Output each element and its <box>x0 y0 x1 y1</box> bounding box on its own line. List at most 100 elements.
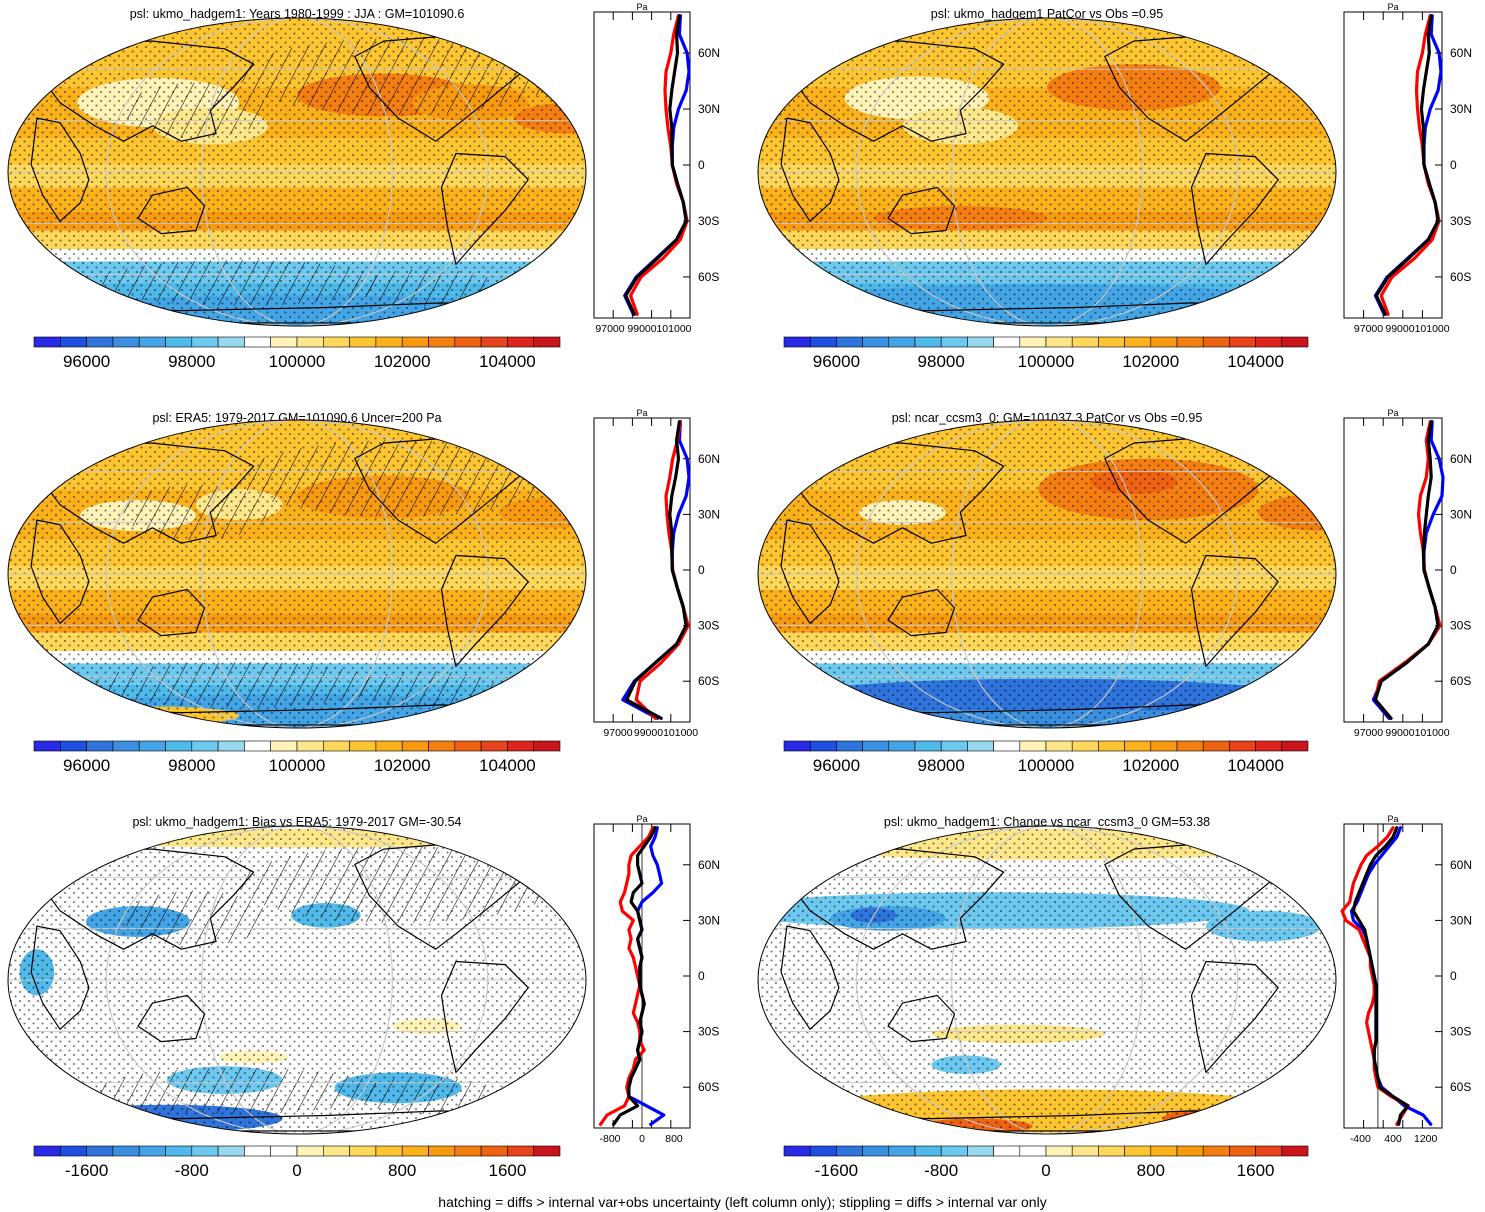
colorbar-swatch <box>507 1145 534 1157</box>
colorbar-swatch <box>783 1145 811 1157</box>
colorbar-swatch <box>1255 1145 1283 1157</box>
profile-series-line <box>1379 14 1441 316</box>
coastline <box>780 925 840 1030</box>
colorbar-swatch <box>862 1145 890 1157</box>
colorbar-tick-label: 100000 <box>269 756 326 775</box>
profile-series-line <box>624 14 688 316</box>
colorbar-swatch <box>507 336 534 348</box>
colorbar-tick-label: 98000 <box>918 352 965 371</box>
coastline <box>137 994 206 1043</box>
coastline <box>1190 554 1279 668</box>
coastline <box>1190 960 1279 1074</box>
map-field <box>758 420 1336 728</box>
profile-y-tick-label: 60S <box>1450 674 1471 688</box>
colorbar-swatch <box>375 740 403 752</box>
colorbar-swatch <box>888 740 916 752</box>
colorbar-swatch <box>217 740 245 752</box>
graticule-meridian <box>105 420 489 728</box>
profile-series-line <box>598 826 655 1126</box>
colorbar-swatch <box>1045 740 1073 752</box>
profile-series-line <box>627 826 666 1126</box>
colorbar-swatch <box>836 1145 863 1157</box>
colorbar-swatch <box>1071 336 1099 348</box>
graticule-meridian <box>951 826 1143 1134</box>
coastline <box>137 186 206 235</box>
colorbar-swatch <box>1229 336 1256 348</box>
colorbar-swatch <box>1281 336 1309 348</box>
chart-panel-4: psl: ncar_ccsm3_0: GM=101037.3 PatCor vs… <box>757 408 1472 775</box>
profile-series-line <box>612 826 657 1126</box>
colorbar-swatch <box>836 336 863 348</box>
profile-x-tick-label: 99000 <box>627 323 656 335</box>
colorbar-swatch <box>165 336 193 348</box>
profile-y-tick-label: 60S <box>698 1080 719 1094</box>
colorbar-swatch <box>244 740 271 752</box>
profile-series-line <box>625 420 688 720</box>
hatching <box>123 890 269 947</box>
colorbar-swatch <box>322 1145 350 1157</box>
profile-series-line <box>1371 420 1445 720</box>
colorbar-swatch <box>33 336 61 348</box>
colorbar-swatch <box>1098 740 1125 752</box>
colorbar-swatch <box>967 336 994 348</box>
profile-x-tick-label: -400 <box>1350 1133 1371 1145</box>
profile-y-tick-label: 60S <box>1450 1080 1471 1094</box>
colorbar-tick-label: 800 <box>1137 1161 1165 1180</box>
profile-y-tick-label: 30S <box>698 214 719 228</box>
profile-y-tick-label: 30N <box>1450 507 1472 521</box>
colorbar-swatch <box>1019 1145 1047 1157</box>
colorbar-swatch <box>1124 336 1152 348</box>
colorbar-swatch <box>836 740 863 752</box>
colorbar-swatch <box>967 740 994 752</box>
colorbar-swatch <box>1255 336 1283 348</box>
profile-x-tick-label: 99000101000 <box>1385 323 1449 335</box>
panel-title: psl: ukmo_hadgem1: Change vs ncar_ccsm3_… <box>884 815 1210 829</box>
panel-title: psl: ukmo_hadgem1: Years 1980-1999 : JJA… <box>130 7 465 21</box>
profile-y-tick-label: 60N <box>1450 452 1472 466</box>
coastline <box>30 925 90 1030</box>
colorbar-tick-label: -800 <box>175 1161 209 1180</box>
profile-series-line <box>628 14 689 316</box>
colorbar-swatch <box>322 336 350 348</box>
profile-y-tick-label: 0 <box>1450 969 1457 983</box>
colorbar-swatch <box>507 740 534 752</box>
panel-title: psl: ukmo_hadgem1: Bias vs ERA5: 1979-20… <box>132 815 461 829</box>
colorbar-tick-label: 102000 <box>1122 352 1179 371</box>
profile-series-line <box>621 420 691 720</box>
colorbar-swatch <box>59 1145 87 1157</box>
coastline <box>887 588 956 637</box>
colorbar-swatch <box>217 336 245 348</box>
map-outline <box>757 825 1337 1135</box>
colorbar-swatch <box>428 1145 456 1157</box>
colorbar-tick-label: 96000 <box>63 352 110 371</box>
colorbar-swatch <box>33 1145 61 1157</box>
colorbar-swatch <box>191 1145 219 1157</box>
map-outline <box>7 419 587 729</box>
colorbar-tick-label: 96000 <box>63 756 110 775</box>
graticule-meridian <box>951 18 1143 326</box>
colorbar-tick-label: 102000 <box>374 756 431 775</box>
profile-x-tick-label: 97000 <box>595 323 624 335</box>
colorbar-tick-label: 98000 <box>168 352 215 371</box>
colorbar-swatch <box>940 336 968 348</box>
panel-title: psl: ukmo_hadgem1 PatCor vs Obs =0.95 <box>931 7 1163 21</box>
colorbar-swatch <box>1098 1145 1125 1157</box>
graticule-meridian <box>201 826 393 1134</box>
colorbar-swatch <box>1098 336 1125 348</box>
colorbar-swatch <box>914 1145 942 1157</box>
profile-series-line <box>1349 826 1433 1126</box>
colorbar-tick-label: 96000 <box>813 352 860 371</box>
colorbar-swatch <box>217 1145 245 1157</box>
profile-y-tick-label: 60N <box>698 46 720 60</box>
colorbar-swatch <box>191 740 219 752</box>
profile-y-tick-label: 30N <box>1450 913 1472 927</box>
colorbar-swatch <box>296 1145 324 1157</box>
chart-panel-1: psl: ukmo_hadgem1: Years 1980-1999 : JJA… <box>7 2 720 371</box>
colorbar-swatch <box>270 740 298 752</box>
hatching <box>123 484 269 541</box>
map-outline <box>7 825 587 1135</box>
colorbar-swatch <box>59 336 87 348</box>
colorbar-swatch <box>1019 336 1047 348</box>
